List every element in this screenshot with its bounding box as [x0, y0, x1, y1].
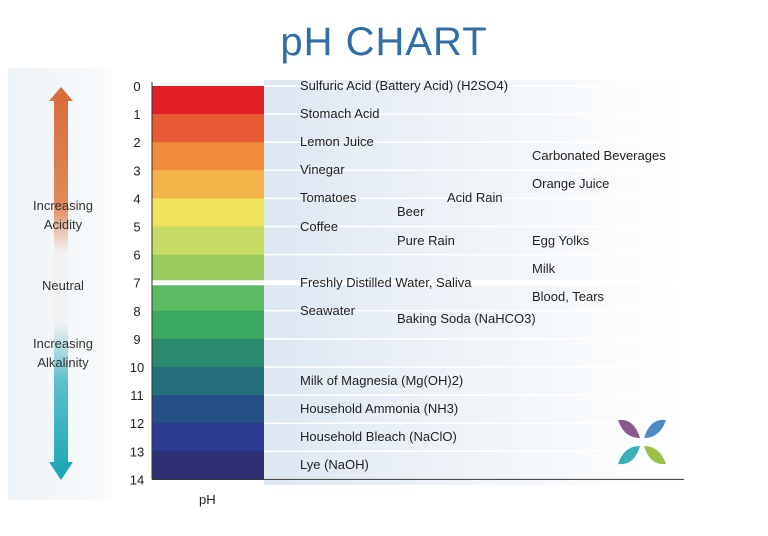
chart-title: pH CHART: [280, 20, 488, 64]
ph-band-3: [152, 170, 264, 199]
substance-label: Pure Rain: [397, 232, 455, 248]
ph-band-4: [152, 198, 264, 228]
substance-label: Lemon Juice: [300, 134, 374, 150]
tick-label: 8: [133, 304, 140, 319]
substance-label: Sulfuric Acid (Battery Acid) (H2SO4): [300, 78, 509, 93]
acidity-label-line1: Increasing: [33, 198, 93, 213]
tick-label: 12: [130, 416, 144, 431]
substance-label: Blood, Tears: [532, 288, 605, 304]
ph-band-0: [152, 86, 264, 115]
substance-label: Coffee: [300, 218, 339, 234]
ph-band-7: [152, 282, 264, 312]
tick-label: 6: [133, 248, 140, 263]
neutral-label: Neutral: [42, 278, 84, 293]
substance-label: Milk: [532, 260, 556, 276]
x-axis-label: pH: [199, 492, 216, 507]
tick-label: 13: [130, 444, 144, 459]
ph-band-10: [152, 367, 264, 396]
substance-label: Stomach Acid: [300, 106, 380, 122]
ph-band-5: [152, 226, 264, 256]
acidity-label-line2: Acidity: [43, 217, 83, 232]
ph-band-6: [152, 254, 264, 284]
acidity-label: Increasing Acidity: [11, 196, 115, 234]
substance-label: Orange Juice: [532, 176, 610, 192]
substance-label: Household Ammonia (NH3): [300, 401, 459, 417]
substance-label: Beer: [397, 204, 425, 220]
substance-label: Milk of Magnesia (Mg(OH)2): [300, 373, 464, 389]
substance-label: Egg Yolks: [532, 232, 590, 248]
tick-label: 10: [130, 360, 144, 375]
ph-band-12: [152, 423, 264, 452]
ph-band-9: [152, 338, 264, 368]
leaf-logo-icon: [618, 419, 666, 465]
tick-label: 2: [133, 135, 140, 150]
substance-label: Tomatoes: [300, 190, 357, 206]
substance-label: Acid Rain: [447, 190, 503, 206]
ph-band-8: [152, 310, 264, 340]
substance-label: Household Bleach (NaClO): [300, 429, 457, 445]
substance-label: Baking Soda (NaHCO3): [397, 311, 536, 327]
tick-label: 5: [133, 220, 140, 235]
tick-label: 9: [133, 332, 140, 347]
tick-label: 1: [133, 107, 140, 122]
tick-label: 3: [133, 163, 140, 178]
ph-band-13: [152, 451, 264, 480]
tick-label: 4: [133, 191, 140, 206]
alkalinity-label-line2: Alkalinity: [37, 355, 89, 370]
scale-arrow-icon: [49, 87, 73, 480]
ph-band-1: [152, 114, 264, 143]
substance-label: Seawater: [300, 302, 355, 318]
ph-band-2: [152, 142, 264, 171]
substance-label: Freshly Distilled Water, Saliva: [300, 274, 472, 290]
tick-label: 11: [130, 388, 144, 403]
tick-label: 7: [133, 276, 140, 291]
ph-band-11: [152, 395, 264, 424]
tick-label: 14: [130, 472, 144, 487]
substance-label: Lye (NaOH): [300, 457, 369, 473]
alkalinity-label-line1: Increasing: [33, 336, 93, 351]
tick-label: 0: [133, 79, 140, 94]
substance-label: Carbonated Beverages: [532, 148, 666, 164]
alkalinity-label: Increasing Alkalinity: [11, 334, 115, 372]
substance-label: Vinegar: [300, 162, 345, 178]
